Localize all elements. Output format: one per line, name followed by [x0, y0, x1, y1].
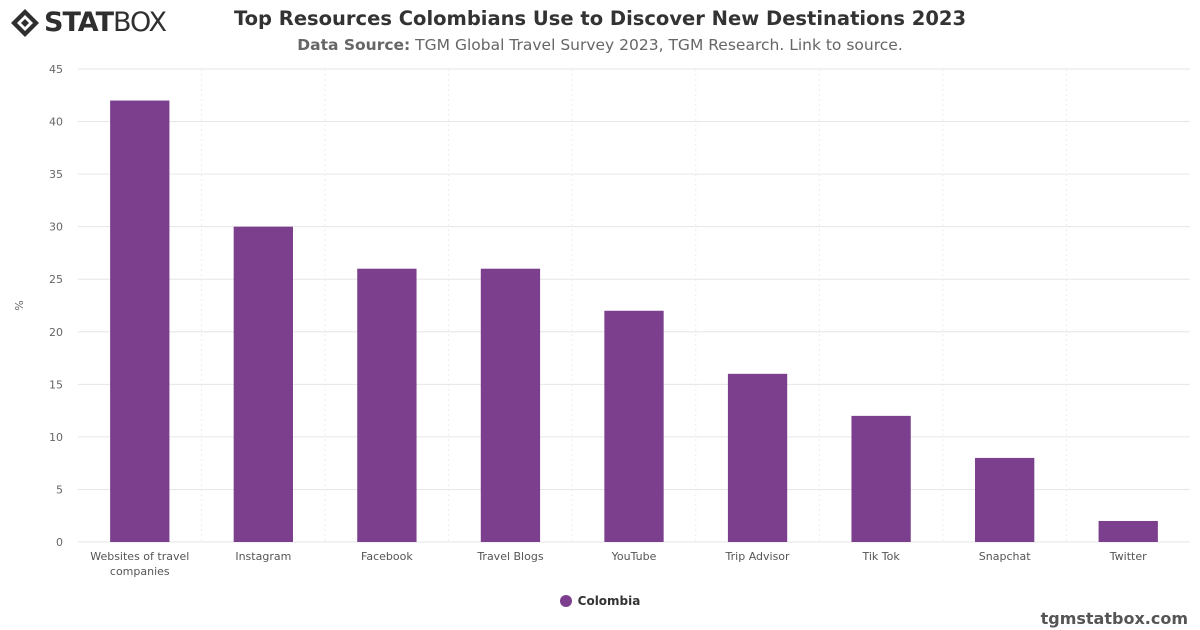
bar-websites-of-travel-companies[interactable]: [110, 100, 170, 543]
x-tick-label: Travel Blogs: [476, 550, 544, 563]
y-tick-label: 20: [49, 326, 63, 339]
x-tick-label: Instagram: [235, 550, 291, 563]
x-tick-label: Twitter: [1109, 550, 1147, 563]
bar-facebook[interactable]: [357, 268, 417, 542]
y-tick-label: 45: [49, 63, 63, 76]
bar-tik-tok[interactable]: [851, 415, 911, 542]
bar-youtube[interactable]: [604, 310, 664, 542]
chart-subtitle[interactable]: Data Source: TGM Global Travel Survey 20…: [0, 36, 1200, 54]
y-tick-label: 40: [49, 116, 63, 129]
chart-title: Top Resources Colombians Use to Discover…: [233, 7, 967, 30]
bar-travel-blogs[interactable]: [480, 268, 541, 542]
y-tick-label: 15: [49, 378, 63, 391]
x-tick-label: YouTube: [611, 550, 657, 563]
legend-marker-colombia: [559, 595, 572, 607]
y-tick-label: 30: [49, 221, 63, 234]
statbox-logo-text: STATBOX: [44, 7, 167, 38]
statbox-logo-icon: [11, 9, 39, 37]
y-tick-label: 25: [49, 273, 63, 286]
chart-legend[interactable]: Colombia: [0, 594, 1200, 608]
y-tick-label: 10: [49, 431, 63, 444]
x-tick-label: Tik Tok: [861, 550, 900, 563]
y-axis-label: %: [13, 300, 26, 310]
bar-trip-advisor[interactable]: [727, 373, 788, 542]
y-tick-label: 0: [56, 536, 63, 549]
x-tick-label: Facebook: [361, 550, 413, 563]
legend-label-colombia: Colombia: [577, 594, 641, 608]
y-tick-label: 35: [49, 168, 63, 181]
y-tick-label: 5: [56, 483, 63, 496]
data-source-label: Data Source:: [297, 36, 411, 54]
bar-snapchat[interactable]: [975, 457, 1035, 542]
x-tick-label: Trip Advisor: [725, 550, 791, 563]
bar-instagram[interactable]: [233, 226, 293, 542]
x-tick-label: Snapchat: [979, 550, 1031, 563]
statbox-logo[interactable]: STATBOX: [10, 7, 167, 38]
data-source-link[interactable]: TGM Global Travel Survey 2023, TGM Resea…: [410, 36, 903, 54]
bar-twitter[interactable]: [1098, 520, 1158, 542]
site-credit[interactable]: tgmstatbox.com: [1040, 609, 1188, 628]
x-tick-label: Websites of travel companies: [90, 550, 189, 578]
